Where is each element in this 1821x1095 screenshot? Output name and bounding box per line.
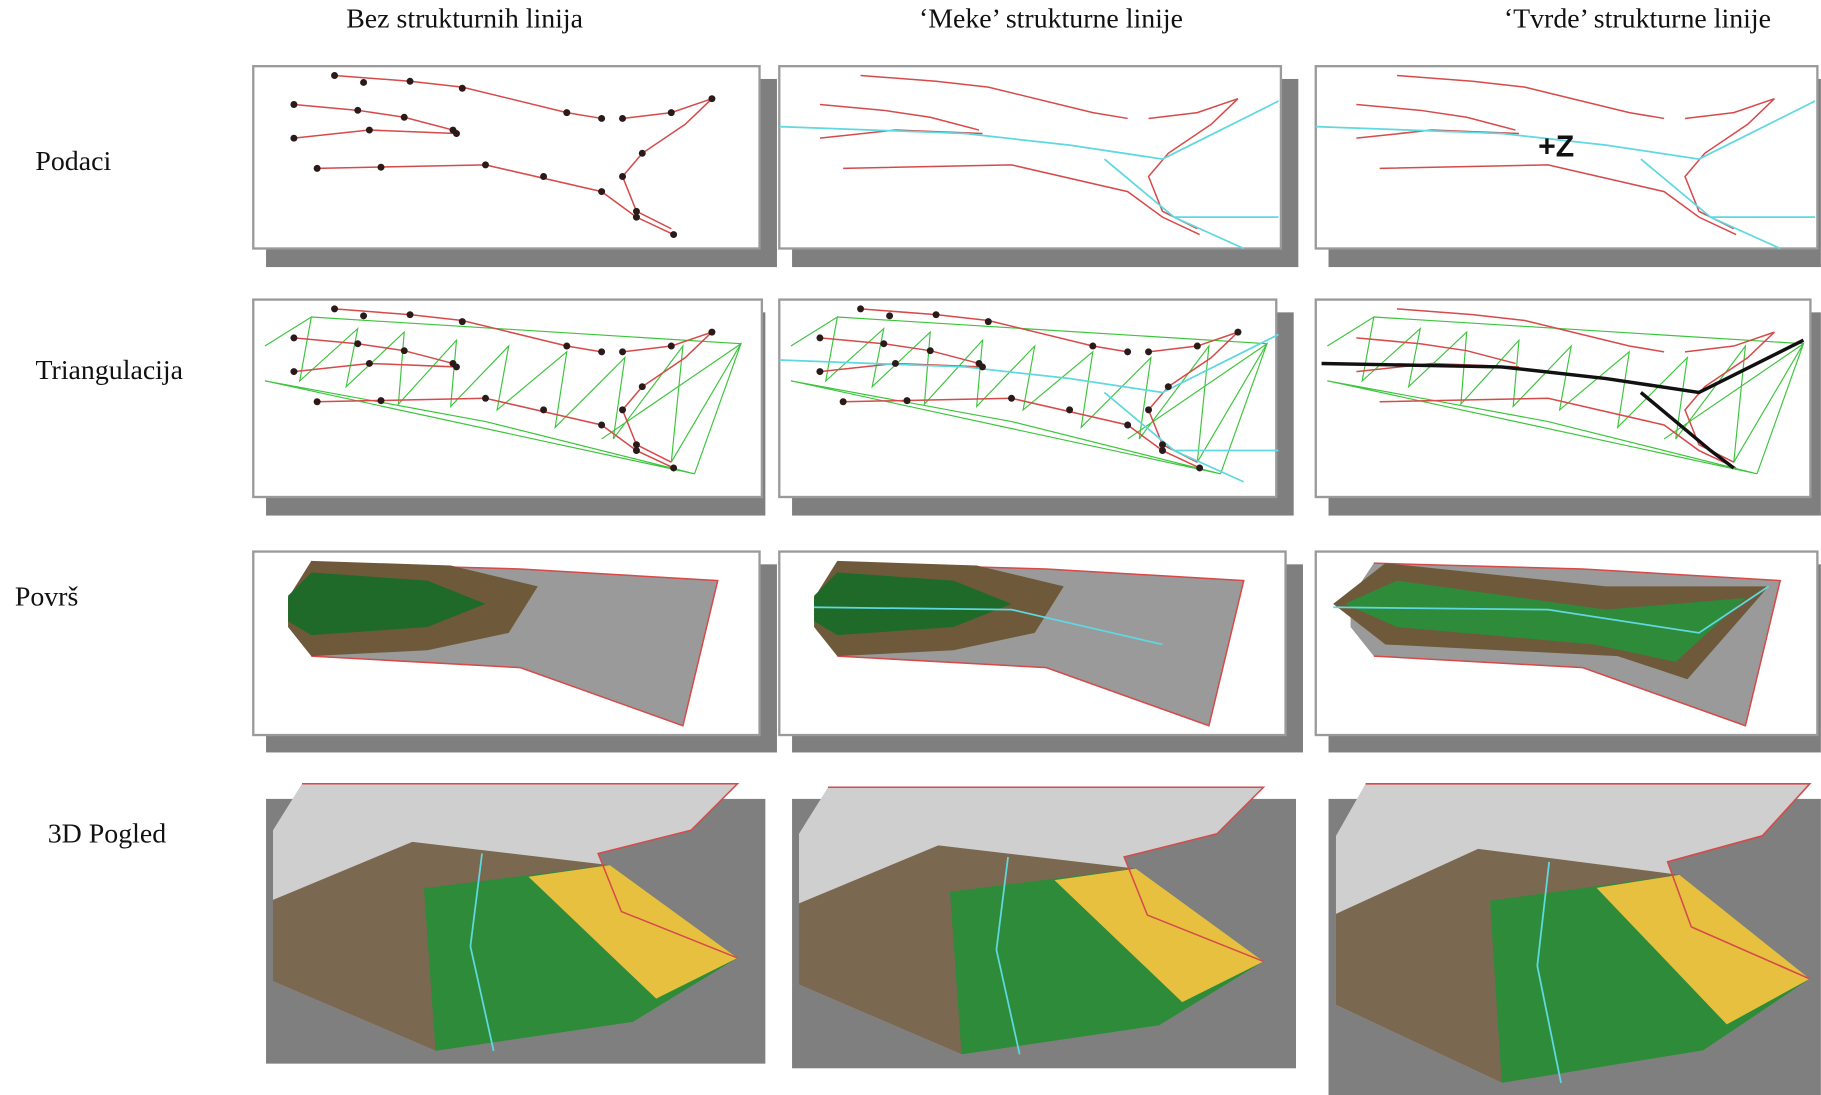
panel xyxy=(779,66,1298,267)
panel xyxy=(1316,300,1821,516)
panel xyxy=(792,787,1296,1068)
page: Bez strukturnih linija ‘Meke’ strukturne… xyxy=(0,0,1821,1095)
panel xyxy=(253,552,777,753)
panel xyxy=(1329,784,1821,1095)
panel: +Z xyxy=(1316,66,1821,267)
panel xyxy=(253,66,777,267)
row-label: Površ xyxy=(15,582,79,613)
figure: Bez strukturnih linija ‘Meke’ strukturne… xyxy=(0,0,1821,1095)
row-label: 3D Pogled xyxy=(48,818,166,849)
panel xyxy=(779,552,1303,753)
shape xyxy=(779,66,1281,248)
shape xyxy=(253,66,759,248)
row-label: Triangulacija xyxy=(36,355,184,386)
row-label: Podaci xyxy=(35,146,111,177)
panel xyxy=(1316,552,1821,753)
column-header: ‘Tvrde’ strukturne linije xyxy=(1504,3,1771,34)
column-header: Bez strukturnih linija xyxy=(346,3,583,34)
panel xyxy=(266,784,765,1064)
column-header: ‘Meke’ strukturne linije xyxy=(919,3,1183,34)
panel xyxy=(779,300,1293,516)
annotation: +Z xyxy=(1538,131,1574,164)
panel xyxy=(253,300,765,516)
